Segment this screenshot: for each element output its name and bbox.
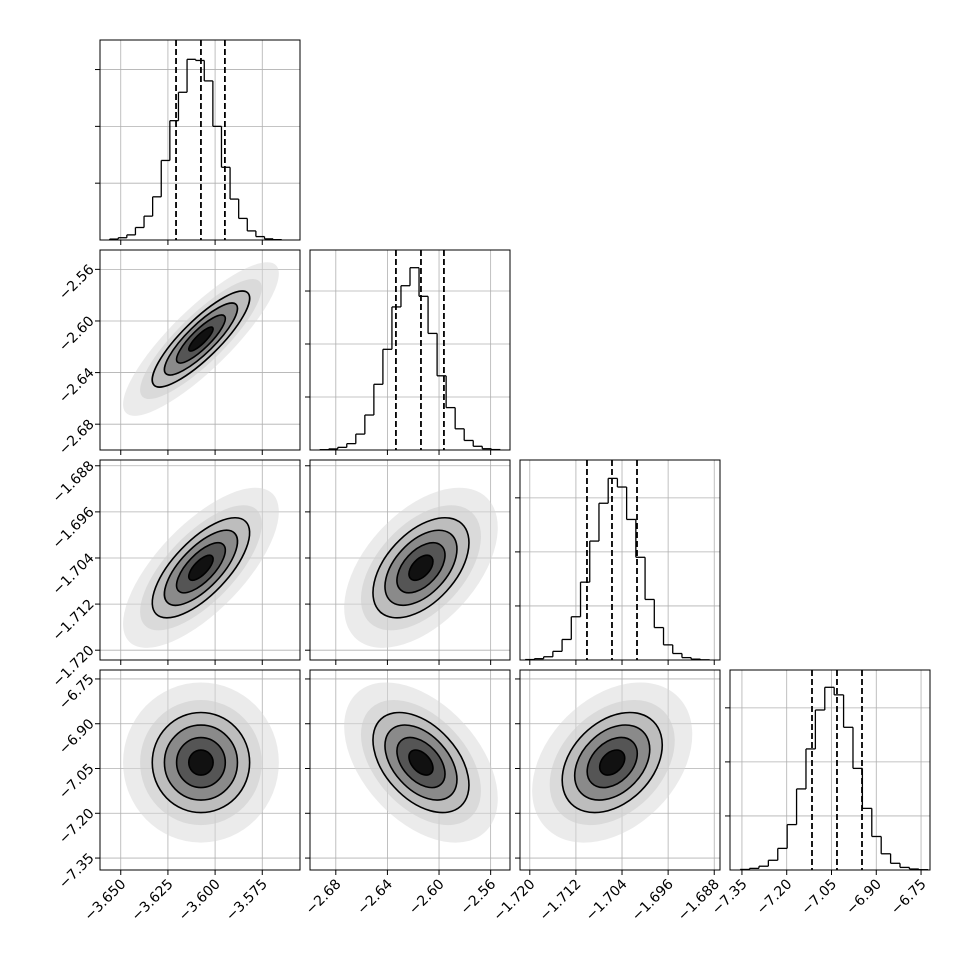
panel xyxy=(305,459,511,665)
panel-frame xyxy=(729,669,931,871)
x-tick-label: −1.696 xyxy=(629,876,677,924)
panel-frame xyxy=(519,459,721,661)
contour xyxy=(598,749,626,776)
contour xyxy=(151,290,251,388)
panel xyxy=(305,249,511,455)
contour xyxy=(163,302,239,376)
panel: −1.720−1.712−1.704−1.696−1.688 xyxy=(50,458,301,690)
contour xyxy=(175,314,227,364)
panel xyxy=(515,459,721,665)
y-tick-label: −7.35 xyxy=(56,850,98,892)
panel: −3.650 −3.625 −3.600 −3.575 −7.35−7.20−7.05−… xyxy=(56,669,301,924)
x-tick-label: −2.68 xyxy=(303,876,345,918)
panel-frame xyxy=(309,669,511,871)
density xyxy=(532,682,693,843)
panel-frame xyxy=(99,669,301,871)
contour xyxy=(561,711,664,814)
contour xyxy=(586,736,639,789)
x-tick-label: −1.720 xyxy=(491,876,539,924)
density-fill xyxy=(599,750,625,776)
density xyxy=(123,682,279,843)
density-fill xyxy=(188,750,214,776)
x-tick-label: −7.20 xyxy=(754,876,796,918)
contour xyxy=(372,516,470,619)
density xyxy=(344,682,498,843)
x-tick-label: −2.60 xyxy=(406,876,448,918)
y-tick-label: −7.05 xyxy=(56,761,98,803)
y-tick-label: −1.704 xyxy=(50,550,98,598)
contour xyxy=(408,554,434,582)
panel: −2.68−2.64−2.60−2.56 xyxy=(303,669,511,918)
y-tick-label: −1.688 xyxy=(50,458,98,506)
panel: −1.720−1.712−1.704−1.696−1.688 xyxy=(491,669,723,924)
y-tick-label: −2.64 xyxy=(56,365,98,407)
contour xyxy=(372,711,470,814)
contour xyxy=(175,541,227,594)
y-tick-label: −1.696 xyxy=(50,504,98,552)
panel-frame xyxy=(99,459,301,661)
panel-frame xyxy=(519,669,721,871)
contour xyxy=(384,724,458,801)
x-tick-label: −3.600 xyxy=(176,876,224,924)
x-tick-label: −3.575 xyxy=(223,876,271,924)
y-tick-label: −2.60 xyxy=(56,313,98,355)
x-tick-label: −6.90 xyxy=(843,876,885,918)
y-tick-label: −2.68 xyxy=(56,417,98,459)
contour xyxy=(396,541,446,594)
contour xyxy=(151,516,251,619)
y-tick-label: −7.20 xyxy=(56,806,98,848)
panel-frame xyxy=(309,459,511,661)
x-tick-label: −7.05 xyxy=(798,876,840,918)
x-tick-label: −3.650 xyxy=(81,876,129,924)
contour xyxy=(573,724,651,801)
x-tick-label: −6.75 xyxy=(888,876,930,918)
x-tick-label: −1.704 xyxy=(583,876,631,924)
contour xyxy=(175,736,227,789)
y-tick-label: −1.712 xyxy=(50,596,98,644)
contour xyxy=(396,736,446,789)
panel-frame xyxy=(99,39,301,241)
density xyxy=(123,487,279,648)
density-fill xyxy=(188,555,214,581)
contour xyxy=(187,326,214,352)
panel: −7.35 −7.20 −7.05 −6.90 −6.75 xyxy=(709,669,931,918)
contour xyxy=(151,711,251,814)
contour xyxy=(163,724,239,801)
density xyxy=(344,487,498,648)
panel xyxy=(95,39,301,245)
panel-frame xyxy=(309,249,511,451)
x-tick-label: −1.712 xyxy=(537,876,585,924)
contour xyxy=(187,554,214,582)
y-tick-label: −6.90 xyxy=(56,716,98,758)
panel: −2.68 −2.64 −2.60 −2.56 xyxy=(56,249,301,459)
y-tick-label: −2.56 xyxy=(56,262,98,304)
x-tick-label: −3.625 xyxy=(129,876,177,924)
x-tick-label: −2.64 xyxy=(354,876,396,918)
density xyxy=(123,262,279,416)
panel-frame xyxy=(99,249,301,451)
contour xyxy=(187,749,214,776)
contour xyxy=(408,749,434,776)
contour xyxy=(384,529,458,607)
contour xyxy=(163,529,239,607)
density-fill xyxy=(188,327,214,352)
